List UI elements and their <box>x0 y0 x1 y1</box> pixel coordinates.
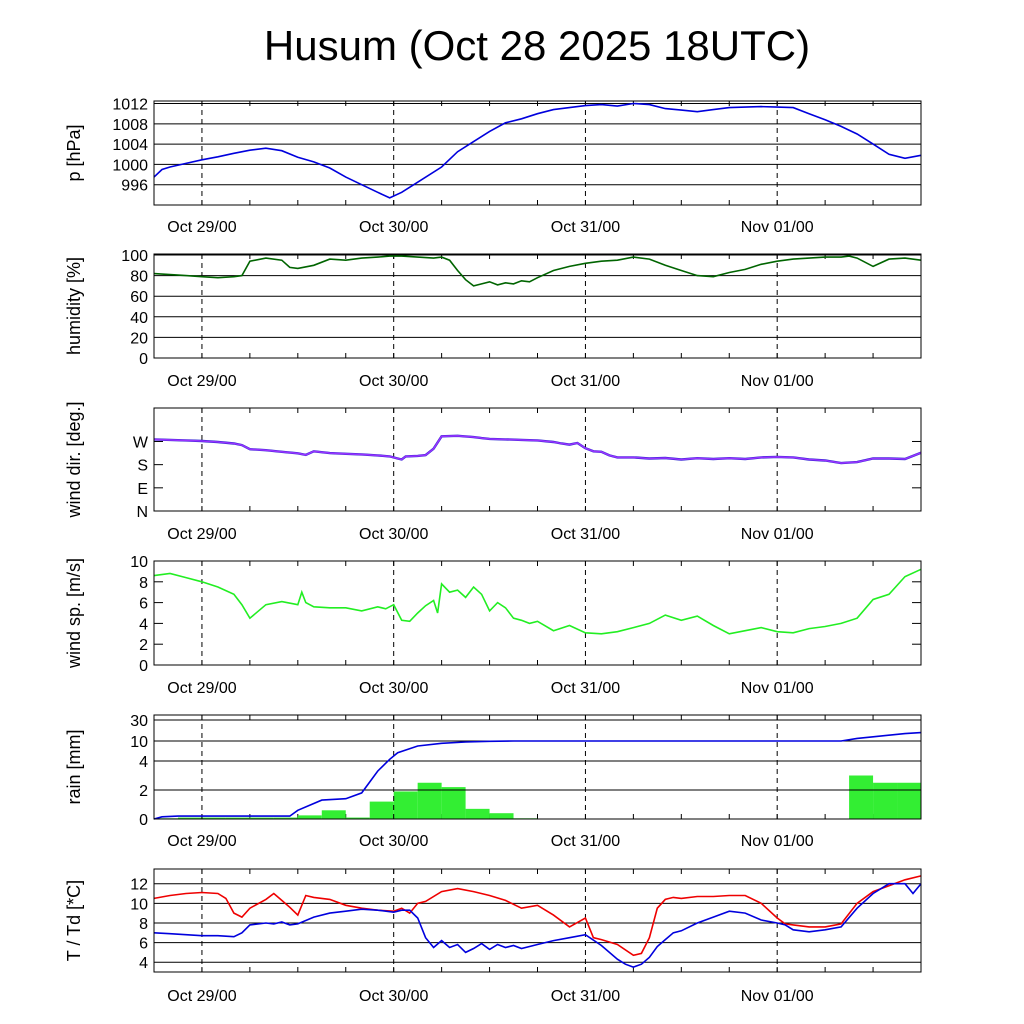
x-tick-label: Oct 30/00 <box>359 680 428 697</box>
y-tick-label: 10 <box>130 734 148 751</box>
y-tick-label: 0 <box>139 812 148 829</box>
y-tick-label: N <box>136 504 148 521</box>
x-tick-label: Oct 31/00 <box>551 833 620 850</box>
rain-bar <box>849 775 874 819</box>
panel-5: 4 6 8 10 12 T / Td [*C] Oct 29/00 Oct 30/00 Oct … <box>64 868 922 1005</box>
rain-bar <box>249 817 274 819</box>
x-tick-label: Oct 30/00 <box>359 219 428 236</box>
plot-frame <box>153 560 922 666</box>
y-axis-title: wind dir. [deg.] <box>64 401 84 518</box>
y-tick-label: W <box>133 434 149 451</box>
wind_speed-line <box>153 568 922 635</box>
y-tick-label: 1008 <box>112 117 148 134</box>
x-tick-label: Oct 30/00 <box>359 833 428 850</box>
y-tick-label: 8 <box>139 575 148 592</box>
x-tick-label: Oct 31/00 <box>551 526 620 543</box>
y-tick-label: 80 <box>130 269 148 286</box>
y-tick-label: 6 <box>139 596 148 613</box>
x-tick-label: Oct 30/00 <box>359 988 428 1005</box>
temperature-line <box>153 875 922 957</box>
rain_cumulative-line <box>153 731 922 820</box>
x-tick-label: Nov 01/00 <box>741 219 814 236</box>
y-tick-label: 30 <box>130 713 148 730</box>
x-tick-label: Oct 30/00 <box>359 526 428 543</box>
y-axis-title: p [hPa] <box>64 124 84 181</box>
x-tick-label: Nov 01/00 <box>741 988 814 1005</box>
plot-frame <box>153 100 922 206</box>
panel-0: 996 1000 1004 1008 1012 p [hPa] Oct 29/00 Oct 3… <box>64 97 922 236</box>
plot-frame <box>153 407 922 512</box>
y-tick-label: 1004 <box>112 137 148 154</box>
chart-title: Husum (Oct 28 2025 18UTC) <box>263 22 811 69</box>
y-tick-label: S <box>137 458 148 475</box>
rain-bar <box>273 817 298 819</box>
rain-bar <box>297 815 322 819</box>
y-tick-label: 12 <box>130 877 148 894</box>
dewpoint-line <box>153 882 922 968</box>
y-tick-label: 60 <box>130 289 148 306</box>
y-tick-label: 996 <box>121 178 148 195</box>
x-tick-label: Nov 01/00 <box>741 373 814 390</box>
wind_dir-line <box>153 434 922 464</box>
x-tick-label: Oct 29/00 <box>167 680 236 697</box>
y-tick-label: 10 <box>130 896 148 913</box>
pressure-line <box>153 102 922 199</box>
y-tick-label: 100 <box>121 248 148 265</box>
rain-bar <box>177 817 202 819</box>
rain-bar <box>465 808 490 819</box>
x-tick-label: Nov 01/00 <box>741 833 814 850</box>
panel-3: 0 2 4 6 8 10 wind sp. [m/s] Oct 29/00 Oct 30/00 O… <box>64 554 922 697</box>
y-tick-label: 2 <box>139 783 148 800</box>
y-tick-label: 1000 <box>112 157 148 174</box>
rain-bar <box>369 801 394 819</box>
x-tick-label: Oct 31/00 <box>551 680 620 697</box>
x-tick-label: Oct 29/00 <box>167 373 236 390</box>
x-tick-label: Oct 29/00 <box>167 526 236 543</box>
x-tick-label: Oct 29/00 <box>167 833 236 850</box>
x-tick-label: Oct 29/00 <box>167 988 236 1005</box>
x-tick-label: Oct 31/00 <box>551 373 620 390</box>
y-tick-label: 10 <box>130 554 148 571</box>
rain-bar <box>201 817 226 819</box>
rain-bar <box>489 813 514 819</box>
y-tick-label: 8 <box>139 916 148 933</box>
y-tick-label: 0 <box>139 351 148 368</box>
rain-bar <box>417 782 442 819</box>
y-axis-title: T / Td [*C] <box>64 880 84 961</box>
y-axis-title: wind sp. [m/s] <box>64 558 84 669</box>
x-tick-label: Oct 30/00 <box>359 373 428 390</box>
x-tick-label: Oct 31/00 <box>551 988 620 1005</box>
y-tick-label: 0 <box>139 658 148 675</box>
y-tick-label: 20 <box>130 330 148 347</box>
x-tick-label: Nov 01/00 <box>741 526 814 543</box>
y-axis-title: rain [mm] <box>64 729 84 804</box>
panel-1: 0 20 40 60 80 100 humidity [%] Oct 29/00 Oct 30/… <box>64 248 922 390</box>
y-tick-label: 4 <box>139 754 148 771</box>
x-tick-label: Nov 01/00 <box>741 680 814 697</box>
y-axis-title: humidity [%] <box>64 257 84 355</box>
y-tick-label: E <box>137 481 148 498</box>
rain-bar <box>321 810 346 819</box>
y-tick-label: 1012 <box>112 97 148 114</box>
plot-frame <box>153 868 922 973</box>
plot-frame <box>153 714 922 820</box>
rain-bar <box>873 782 898 819</box>
humidity-line <box>153 255 922 287</box>
rain-bar <box>225 817 250 819</box>
y-tick-label: 6 <box>139 936 148 953</box>
y-tick-label: 4 <box>139 955 148 972</box>
rain-bar <box>897 782 921 819</box>
x-tick-label: Oct 29/00 <box>167 219 236 236</box>
rain-bar <box>345 817 370 819</box>
y-tick-label: 2 <box>139 637 148 654</box>
y-tick-label: 40 <box>130 310 148 327</box>
x-tick-label: Oct 31/00 <box>551 219 620 236</box>
rain-bar <box>393 791 418 819</box>
panel-4: 0 2 4 10 30 rain [mm] Oct 29/00 Oct 30/00 Oct 31… <box>64 713 922 850</box>
plot-frame <box>153 253 922 359</box>
rain-bar <box>441 787 466 819</box>
y-tick-label: 4 <box>139 616 148 633</box>
